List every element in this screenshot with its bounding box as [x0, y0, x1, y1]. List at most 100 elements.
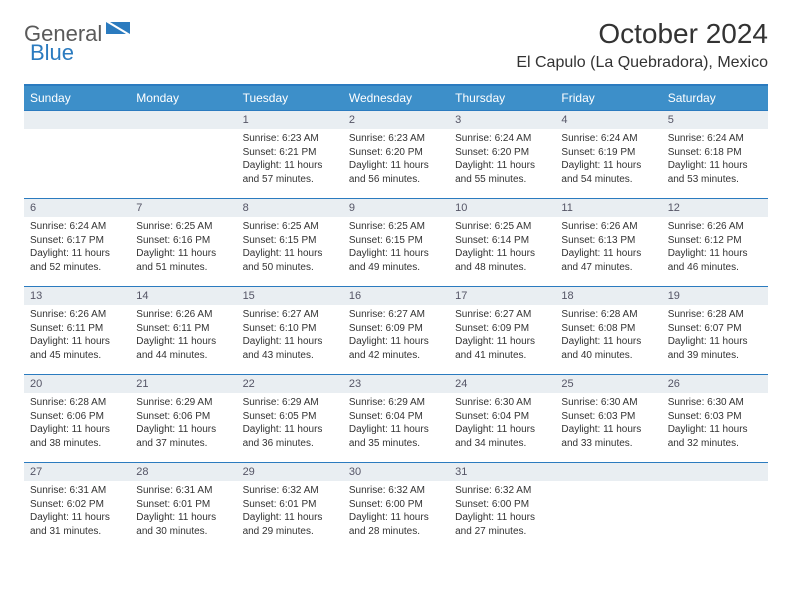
sunset-line: Sunset: 6:01 PM: [136, 498, 230, 512]
day-number: [555, 462, 661, 481]
sunrise-line: Sunrise: 6:30 AM: [668, 396, 762, 410]
day-body: Sunrise: 6:24 AMSunset: 6:20 PMDaylight:…: [449, 129, 555, 190]
day-number: 16: [343, 286, 449, 305]
sunset-line: Sunset: 6:00 PM: [349, 498, 443, 512]
sunset-line: Sunset: 6:03 PM: [561, 410, 655, 424]
day-body: Sunrise: 6:24 AMSunset: 6:19 PMDaylight:…: [555, 129, 661, 190]
day-body: Sunrise: 6:30 AMSunset: 6:03 PMDaylight:…: [662, 393, 768, 454]
sunset-line: Sunset: 6:08 PM: [561, 322, 655, 336]
day-body: [130, 129, 236, 189]
daylight-line: Daylight: 11 hours and 54 minutes.: [561, 159, 655, 186]
day-body: Sunrise: 6:25 AMSunset: 6:15 PMDaylight:…: [343, 217, 449, 278]
title-block: October 2024 El Capulo (La Quebradora), …: [516, 18, 768, 72]
day-cell: 30Sunrise: 6:32 AMSunset: 6:00 PMDayligh…: [343, 462, 449, 550]
day-number: 28: [130, 462, 236, 481]
sunrise-line: Sunrise: 6:30 AM: [561, 396, 655, 410]
day-body: Sunrise: 6:24 AMSunset: 6:17 PMDaylight:…: [24, 217, 130, 278]
day-number: 8: [237, 198, 343, 217]
sunset-line: Sunset: 6:18 PM: [668, 146, 762, 160]
daylight-line: Daylight: 11 hours and 28 minutes.: [349, 511, 443, 538]
sunset-line: Sunset: 6:06 PM: [136, 410, 230, 424]
daylight-line: Daylight: 11 hours and 51 minutes.: [136, 247, 230, 274]
day-number: 6: [24, 198, 130, 217]
day-body: Sunrise: 6:30 AMSunset: 6:04 PMDaylight:…: [449, 393, 555, 454]
day-cell: 4Sunrise: 6:24 AMSunset: 6:19 PMDaylight…: [555, 110, 661, 198]
sunrise-line: Sunrise: 6:25 AM: [455, 220, 549, 234]
day-number: [24, 110, 130, 129]
sunrise-line: Sunrise: 6:23 AM: [349, 132, 443, 146]
weekday-header: Sunday: [24, 86, 130, 110]
day-body: Sunrise: 6:29 AMSunset: 6:04 PMDaylight:…: [343, 393, 449, 454]
day-body: Sunrise: 6:27 AMSunset: 6:10 PMDaylight:…: [237, 305, 343, 366]
daylight-line: Daylight: 11 hours and 43 minutes.: [243, 335, 337, 362]
day-body: Sunrise: 6:25 AMSunset: 6:14 PMDaylight:…: [449, 217, 555, 278]
sunrise-line: Sunrise: 6:27 AM: [349, 308, 443, 322]
day-body: Sunrise: 6:32 AMSunset: 6:01 PMDaylight:…: [237, 481, 343, 542]
day-cell: 14Sunrise: 6:26 AMSunset: 6:11 PMDayligh…: [130, 286, 236, 374]
day-number: 7: [130, 198, 236, 217]
sunset-line: Sunset: 6:21 PM: [243, 146, 337, 160]
sunset-line: Sunset: 6:20 PM: [455, 146, 549, 160]
empty-cell: [130, 110, 236, 198]
day-number: 18: [555, 286, 661, 305]
day-number: 10: [449, 198, 555, 217]
sunrise-line: Sunrise: 6:28 AM: [668, 308, 762, 322]
weekday-header: Thursday: [449, 86, 555, 110]
calendar-row: 27Sunrise: 6:31 AMSunset: 6:02 PMDayligh…: [24, 462, 768, 550]
sunrise-line: Sunrise: 6:25 AM: [243, 220, 337, 234]
sunrise-line: Sunrise: 6:29 AM: [243, 396, 337, 410]
sunset-line: Sunset: 6:17 PM: [30, 234, 124, 248]
day-number: 22: [237, 374, 343, 393]
weekday-header: Monday: [130, 86, 236, 110]
day-cell: 18Sunrise: 6:28 AMSunset: 6:08 PMDayligh…: [555, 286, 661, 374]
day-number: 25: [555, 374, 661, 393]
day-body: Sunrise: 6:27 AMSunset: 6:09 PMDaylight:…: [449, 305, 555, 366]
day-cell: 9Sunrise: 6:25 AMSunset: 6:15 PMDaylight…: [343, 198, 449, 286]
daylight-line: Daylight: 11 hours and 42 minutes.: [349, 335, 443, 362]
calendar-row: 13Sunrise: 6:26 AMSunset: 6:11 PMDayligh…: [24, 286, 768, 374]
day-body: Sunrise: 6:25 AMSunset: 6:16 PMDaylight:…: [130, 217, 236, 278]
day-cell: 16Sunrise: 6:27 AMSunset: 6:09 PMDayligh…: [343, 286, 449, 374]
sunset-line: Sunset: 6:13 PM: [561, 234, 655, 248]
day-cell: 7Sunrise: 6:25 AMSunset: 6:16 PMDaylight…: [130, 198, 236, 286]
sunset-line: Sunset: 6:04 PM: [349, 410, 443, 424]
sunset-line: Sunset: 6:15 PM: [243, 234, 337, 248]
day-cell: 24Sunrise: 6:30 AMSunset: 6:04 PMDayligh…: [449, 374, 555, 462]
day-number: 11: [555, 198, 661, 217]
day-cell: 23Sunrise: 6:29 AMSunset: 6:04 PMDayligh…: [343, 374, 449, 462]
day-body: Sunrise: 6:27 AMSunset: 6:09 PMDaylight:…: [343, 305, 449, 366]
daylight-line: Daylight: 11 hours and 41 minutes.: [455, 335, 549, 362]
day-cell: 31Sunrise: 6:32 AMSunset: 6:00 PMDayligh…: [449, 462, 555, 550]
sunset-line: Sunset: 6:19 PM: [561, 146, 655, 160]
day-number: [130, 110, 236, 129]
day-body: [555, 481, 661, 541]
calendar-header-row: SundayMondayTuesdayWednesdayThursdayFrid…: [24, 86, 768, 110]
day-body: Sunrise: 6:29 AMSunset: 6:05 PMDaylight:…: [237, 393, 343, 454]
sunset-line: Sunset: 6:10 PM: [243, 322, 337, 336]
day-cell: 22Sunrise: 6:29 AMSunset: 6:05 PMDayligh…: [237, 374, 343, 462]
sunset-line: Sunset: 6:09 PM: [349, 322, 443, 336]
empty-cell: [24, 110, 130, 198]
sunset-line: Sunset: 6:06 PM: [30, 410, 124, 424]
calendar-row: 20Sunrise: 6:28 AMSunset: 6:06 PMDayligh…: [24, 374, 768, 462]
sunrise-line: Sunrise: 6:24 AM: [561, 132, 655, 146]
day-body: Sunrise: 6:31 AMSunset: 6:02 PMDaylight:…: [24, 481, 130, 542]
location-text: El Capulo (La Quebradora), Mexico: [516, 54, 768, 72]
sunrise-line: Sunrise: 6:27 AM: [243, 308, 337, 322]
calendar-body: 1Sunrise: 6:23 AMSunset: 6:21 PMDaylight…: [24, 110, 768, 550]
day-body: Sunrise: 6:23 AMSunset: 6:21 PMDaylight:…: [237, 129, 343, 190]
weekday-header: Wednesday: [343, 86, 449, 110]
day-number: 31: [449, 462, 555, 481]
day-number: 12: [662, 198, 768, 217]
daylight-line: Daylight: 11 hours and 47 minutes.: [561, 247, 655, 274]
day-number: 2: [343, 110, 449, 129]
day-cell: 10Sunrise: 6:25 AMSunset: 6:14 PMDayligh…: [449, 198, 555, 286]
month-title: October 2024: [516, 18, 768, 50]
sunrise-line: Sunrise: 6:24 AM: [455, 132, 549, 146]
sunrise-line: Sunrise: 6:31 AM: [30, 484, 124, 498]
day-cell: 2Sunrise: 6:23 AMSunset: 6:20 PMDaylight…: [343, 110, 449, 198]
daylight-line: Daylight: 11 hours and 45 minutes.: [30, 335, 124, 362]
sunset-line: Sunset: 6:16 PM: [136, 234, 230, 248]
day-body: [662, 481, 768, 541]
sunrise-line: Sunrise: 6:26 AM: [668, 220, 762, 234]
